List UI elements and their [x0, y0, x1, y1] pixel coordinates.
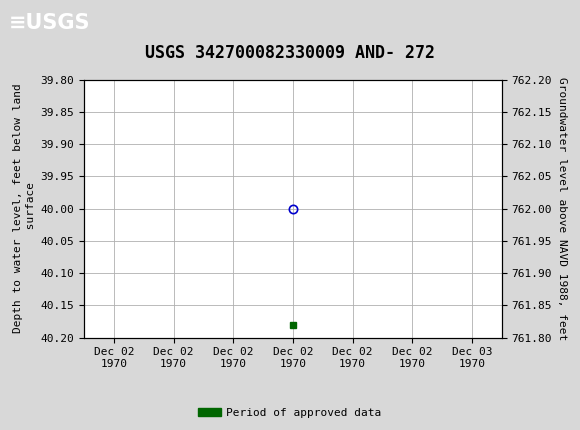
Y-axis label: Depth to water level, feet below land
 surface: Depth to water level, feet below land su…	[13, 84, 37, 333]
Text: ≡USGS: ≡USGS	[9, 12, 90, 33]
Legend: Period of approved data: Period of approved data	[194, 403, 386, 422]
Text: USGS 342700082330009 AND- 272: USGS 342700082330009 AND- 272	[145, 44, 435, 62]
Y-axis label: Groundwater level above NAVD 1988, feet: Groundwater level above NAVD 1988, feet	[557, 77, 567, 340]
